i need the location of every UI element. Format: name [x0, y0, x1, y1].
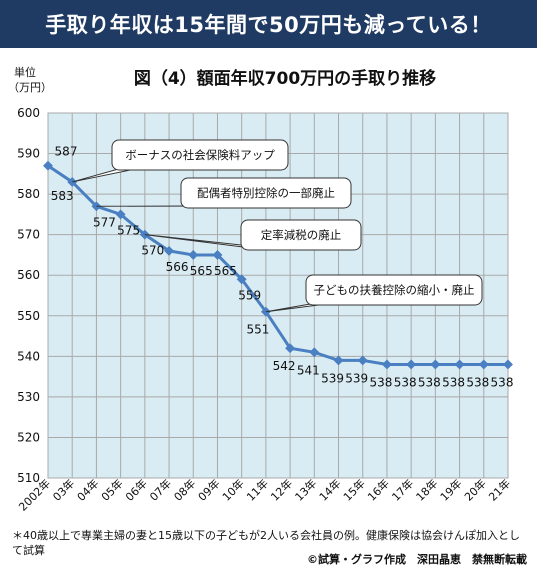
data-label: 565 — [190, 264, 213, 278]
data-label: 539 — [345, 371, 368, 385]
series-line — [43, 160, 513, 370]
data-label: 559 — [238, 288, 261, 302]
y-axis: 510 520 530 540 550 560 570 580 590 600 — [17, 106, 40, 485]
data-point — [115, 209, 126, 220]
data-label: 566 — [166, 260, 189, 274]
data-label: 538 — [491, 375, 514, 389]
callout-box — [240, 219, 362, 251]
data-point — [285, 343, 296, 354]
x-tick-label: 03年 — [50, 476, 78, 504]
x-tick-label: 09年 — [195, 476, 223, 504]
data-point — [478, 359, 489, 370]
x-tick-label: 08年 — [171, 476, 199, 504]
data-point — [309, 347, 320, 358]
callout: 定率減税の廃止 — [144, 219, 362, 251]
callout-text: 配偶者特別控除の一部廃止 — [197, 186, 335, 200]
data-point — [503, 359, 513, 370]
data-point — [43, 160, 53, 171]
data-label: 583 — [51, 189, 74, 203]
data-point — [333, 355, 344, 366]
callouts: ボーナスの社会保険料アップ配偶者特別控除の一部廃止定率減税の廃止子どもの扶養控除… — [72, 139, 483, 313]
callout-text: 定率減税の廃止 — [261, 228, 342, 242]
data-point — [406, 359, 417, 370]
data-label: 541 — [297, 363, 320, 377]
x-tick-label: 07年 — [147, 476, 175, 504]
data-label: 575 — [117, 223, 140, 237]
data-point — [164, 245, 175, 256]
footnote: ＊40歳以上で専業主婦の妻と15歳以下の子どもが2人いる会社員の例。健康保険は協… — [12, 529, 520, 557]
data-point — [454, 359, 465, 370]
data-label: 587 — [55, 145, 78, 159]
x-tick-label: 11年 — [243, 476, 271, 504]
y-tick-label: 520 — [17, 430, 40, 444]
data-point — [357, 355, 368, 366]
x-tick-label: 12年 — [268, 476, 296, 504]
credit: ©試算・グラフ作成 深田晶恵 禁無断転載 — [307, 553, 527, 566]
y-tick-label: 580 — [17, 187, 40, 201]
header-banner: 手取り年収は15年間で50万円も減っている！ — [0, 0, 537, 48]
y-tick-label: 510 — [17, 471, 40, 485]
callout-box — [180, 177, 352, 209]
data-label: 538 — [418, 375, 441, 389]
callout-text: 子どもの扶養控除の縮小・廃止 — [314, 283, 475, 297]
data-point — [188, 249, 199, 260]
x-tick-label: 04年 — [74, 476, 102, 504]
callout: ボーナスの社会保険料アップ — [72, 139, 289, 183]
x-tick-label: 21年 — [486, 476, 514, 504]
header-title: 手取り年収は15年間で50万円も減っている！ — [45, 13, 492, 37]
data-label: 565 — [214, 264, 237, 278]
data-label: 538 — [442, 375, 465, 389]
data-point — [381, 359, 392, 370]
y-unit-label-line1: 単位 — [14, 65, 36, 79]
data-label: 542 — [273, 359, 296, 373]
x-tick-label: 14年 — [316, 476, 344, 504]
x-tick-label: 20年 — [461, 476, 489, 504]
x-axis: 2002年03年04年05年06年07年08年09年10年11年12年13年14… — [16, 476, 513, 513]
y-tick-label: 570 — [17, 228, 40, 242]
data-label: 538 — [369, 375, 392, 389]
y-tick-label: 590 — [17, 147, 40, 161]
x-tick-label: 10年 — [219, 476, 247, 504]
x-tick-label: 17年 — [389, 476, 417, 504]
chart: 単位 （万円） 図（4）額面年収700万円の手取り推移 510 520 530 540… — [8, 65, 514, 514]
data-label: 538 — [466, 375, 489, 389]
data-label: 538 — [394, 375, 417, 389]
data-label: 551 — [246, 323, 269, 337]
x-tick-label: 05年 — [98, 476, 126, 504]
data-point — [236, 274, 247, 285]
data-point — [430, 359, 441, 370]
x-tick-label: 19年 — [437, 476, 465, 504]
y-tick-label: 540 — [17, 349, 40, 363]
data-label: 577 — [93, 215, 116, 229]
x-tick-label: 06年 — [122, 476, 150, 504]
data-point — [212, 249, 223, 260]
data-label: 570 — [141, 244, 164, 258]
y-tick-label: 550 — [17, 309, 40, 323]
y-tick-label: 560 — [17, 268, 40, 282]
x-tick-label: 18年 — [413, 476, 441, 504]
chart-title: 図（4）額面年収700万円の手取り推移 — [134, 68, 436, 89]
x-tick-label: 13年 — [292, 476, 320, 504]
callout: 配偶者特別控除の一部廃止 — [96, 177, 352, 209]
data-label: 539 — [321, 371, 344, 385]
y-tick-label: 600 — [17, 106, 40, 120]
y-unit-label-line2: （万円） — [8, 81, 52, 94]
callout: 子どもの扶養控除の縮小・廃止 — [265, 274, 483, 313]
callout-box — [305, 274, 483, 306]
y-tick-label: 530 — [17, 390, 40, 404]
callout-box — [111, 139, 289, 171]
x-tick-label: 15年 — [340, 476, 368, 504]
callout-text: ボーナスの社会保険料アップ — [125, 148, 275, 162]
x-tick-label: 16年 — [364, 476, 392, 504]
